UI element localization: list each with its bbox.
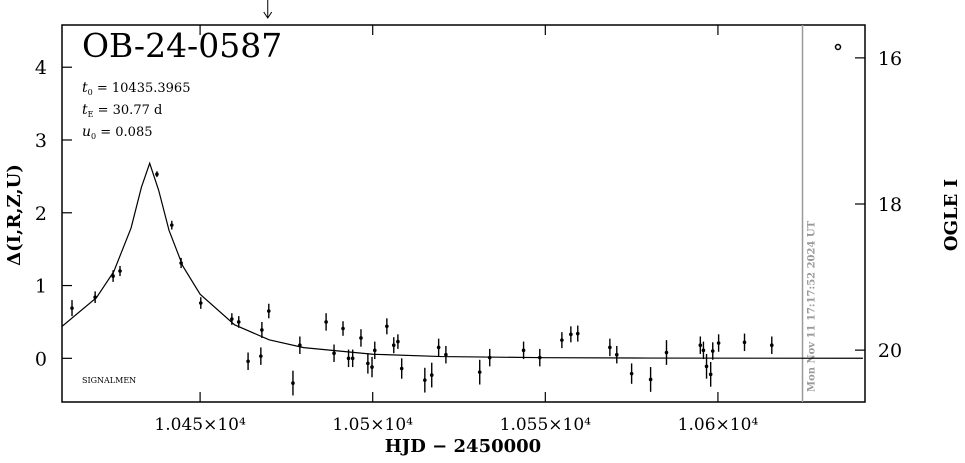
y-tick-label: 3: [35, 130, 47, 152]
param-value: = 30.77 d: [93, 103, 162, 118]
param: t0 = 10435.3965: [82, 80, 190, 97]
data-point: [298, 343, 302, 348]
data-point: [560, 338, 564, 342]
plot-frame: [61, 24, 866, 403]
data-point: [260, 328, 264, 332]
y2-axis-label: OGLE I: [941, 179, 962, 251]
data-point: [236, 320, 241, 324]
data-point: [391, 343, 396, 348]
data-point: [521, 348, 526, 353]
marker: [834, 43, 842, 51]
data-point: [575, 331, 580, 336]
data-point: [477, 370, 482, 374]
data-point: [291, 381, 295, 385]
data-point: [648, 377, 653, 382]
data-point: [350, 356, 355, 361]
param-symbol: u: [82, 124, 91, 140]
data-point: [716, 341, 721, 345]
param-subscript: 0: [88, 88, 93, 97]
param-value: = 10435.3965: [93, 81, 191, 96]
data-point: [701, 348, 706, 353]
x-tick-label: 1.06×10⁴: [678, 415, 759, 435]
data-point: [198, 301, 203, 305]
data-point: [246, 359, 250, 364]
param: u0 = 0.085: [82, 124, 153, 141]
arrow: [263, 0, 273, 19]
data-point: [708, 372, 713, 377]
data-point: [704, 364, 709, 369]
data-point: [423, 378, 427, 382]
param-symbol: t: [82, 102, 88, 118]
data-point: [324, 320, 328, 324]
param-symbol: t: [82, 80, 88, 96]
data-point: [396, 339, 400, 344]
data-point: [385, 324, 389, 329]
y-tick-label: 0: [35, 348, 47, 370]
y2-tick-label: 18: [878, 194, 902, 216]
data-point: [664, 350, 669, 355]
now-label: Mon Nov 11 17:17:52 2024 UT: [807, 220, 818, 392]
x-axis-label: HJD − 2450000: [385, 436, 541, 457]
x-tick-label: 1.045×10⁴: [154, 415, 246, 435]
data-point: [769, 343, 774, 348]
param-value: = 0.085: [96, 125, 152, 140]
data-point: [569, 332, 573, 337]
data-point: [742, 340, 747, 345]
data-point: [341, 326, 345, 331]
data-point: [155, 172, 159, 176]
data-point: [266, 309, 271, 313]
data-point: [487, 355, 492, 360]
y2-tick-label: 20: [878, 340, 902, 362]
data-point: [332, 351, 336, 356]
data-point: [169, 223, 174, 227]
data-point: [614, 352, 619, 357]
data-point: [70, 306, 74, 310]
data-point: [230, 317, 234, 321]
data-point: [399, 366, 404, 371]
data-point: [429, 373, 434, 377]
data-point: [118, 269, 122, 273]
data-point: [179, 261, 183, 265]
data-point: [372, 348, 377, 353]
data-point: [359, 336, 363, 340]
x-tick-label: 1.055×10⁴: [500, 415, 592, 435]
y-tick-label: 4: [35, 57, 47, 79]
y-tick-label: 2: [35, 203, 47, 225]
data-point: [259, 354, 263, 358]
chart-title: OB-24-0587: [82, 26, 282, 65]
data-point: [111, 274, 115, 278]
note: SIGNALMEN: [82, 376, 136, 385]
data-point: [436, 345, 441, 350]
y-axis-label: Δ(I,R,Z,U): [4, 164, 25, 266]
data-point: [370, 365, 374, 369]
param: tE = 30.77 d: [82, 102, 162, 119]
data-point: [537, 355, 542, 360]
data-point: [629, 371, 634, 376]
data-point: [444, 352, 448, 357]
param-subscript: E: [88, 110, 94, 119]
param-subscript: 0: [91, 132, 96, 141]
data-point: [710, 349, 715, 353]
y2-tick-label: 16: [878, 48, 902, 70]
data-point: [93, 295, 97, 299]
x-tick-label: 1.05×10⁴: [332, 415, 413, 435]
data-point: [608, 345, 612, 350]
model-curve: [62, 161, 863, 359]
data-point: [366, 361, 370, 366]
data-point: [346, 356, 351, 361]
y-tick-label: 1: [35, 276, 47, 298]
data-point: [698, 343, 703, 348]
